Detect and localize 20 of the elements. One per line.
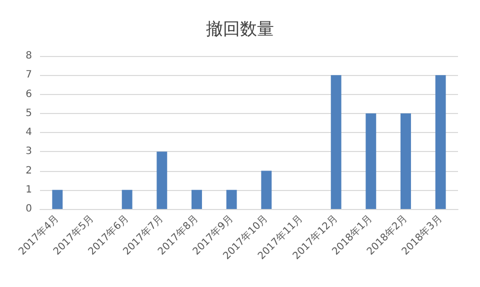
y-tick-label: 5 — [26, 108, 32, 119]
y-tick-label: 0 — [26, 204, 32, 214]
y-tick-label: 7 — [26, 70, 32, 81]
chart-title: 撤回数量 — [206, 20, 274, 40]
bar — [52, 190, 63, 209]
bar — [156, 152, 168, 209]
y-tick-label: 8 — [26, 50, 32, 62]
bar — [261, 170, 272, 209]
bar — [122, 190, 132, 209]
y-tick-label: 1 — [26, 184, 32, 196]
bar — [366, 113, 376, 209]
bar — [435, 75, 446, 209]
bar — [400, 113, 411, 209]
y-tick-label: 4 — [26, 127, 32, 138]
y-tick-label: 3 — [26, 146, 32, 158]
bar — [226, 190, 237, 209]
bar — [192, 190, 202, 209]
y-tick-label: 2 — [26, 165, 32, 176]
bar — [330, 75, 342, 209]
y-tick-label: 6 — [26, 88, 32, 100]
